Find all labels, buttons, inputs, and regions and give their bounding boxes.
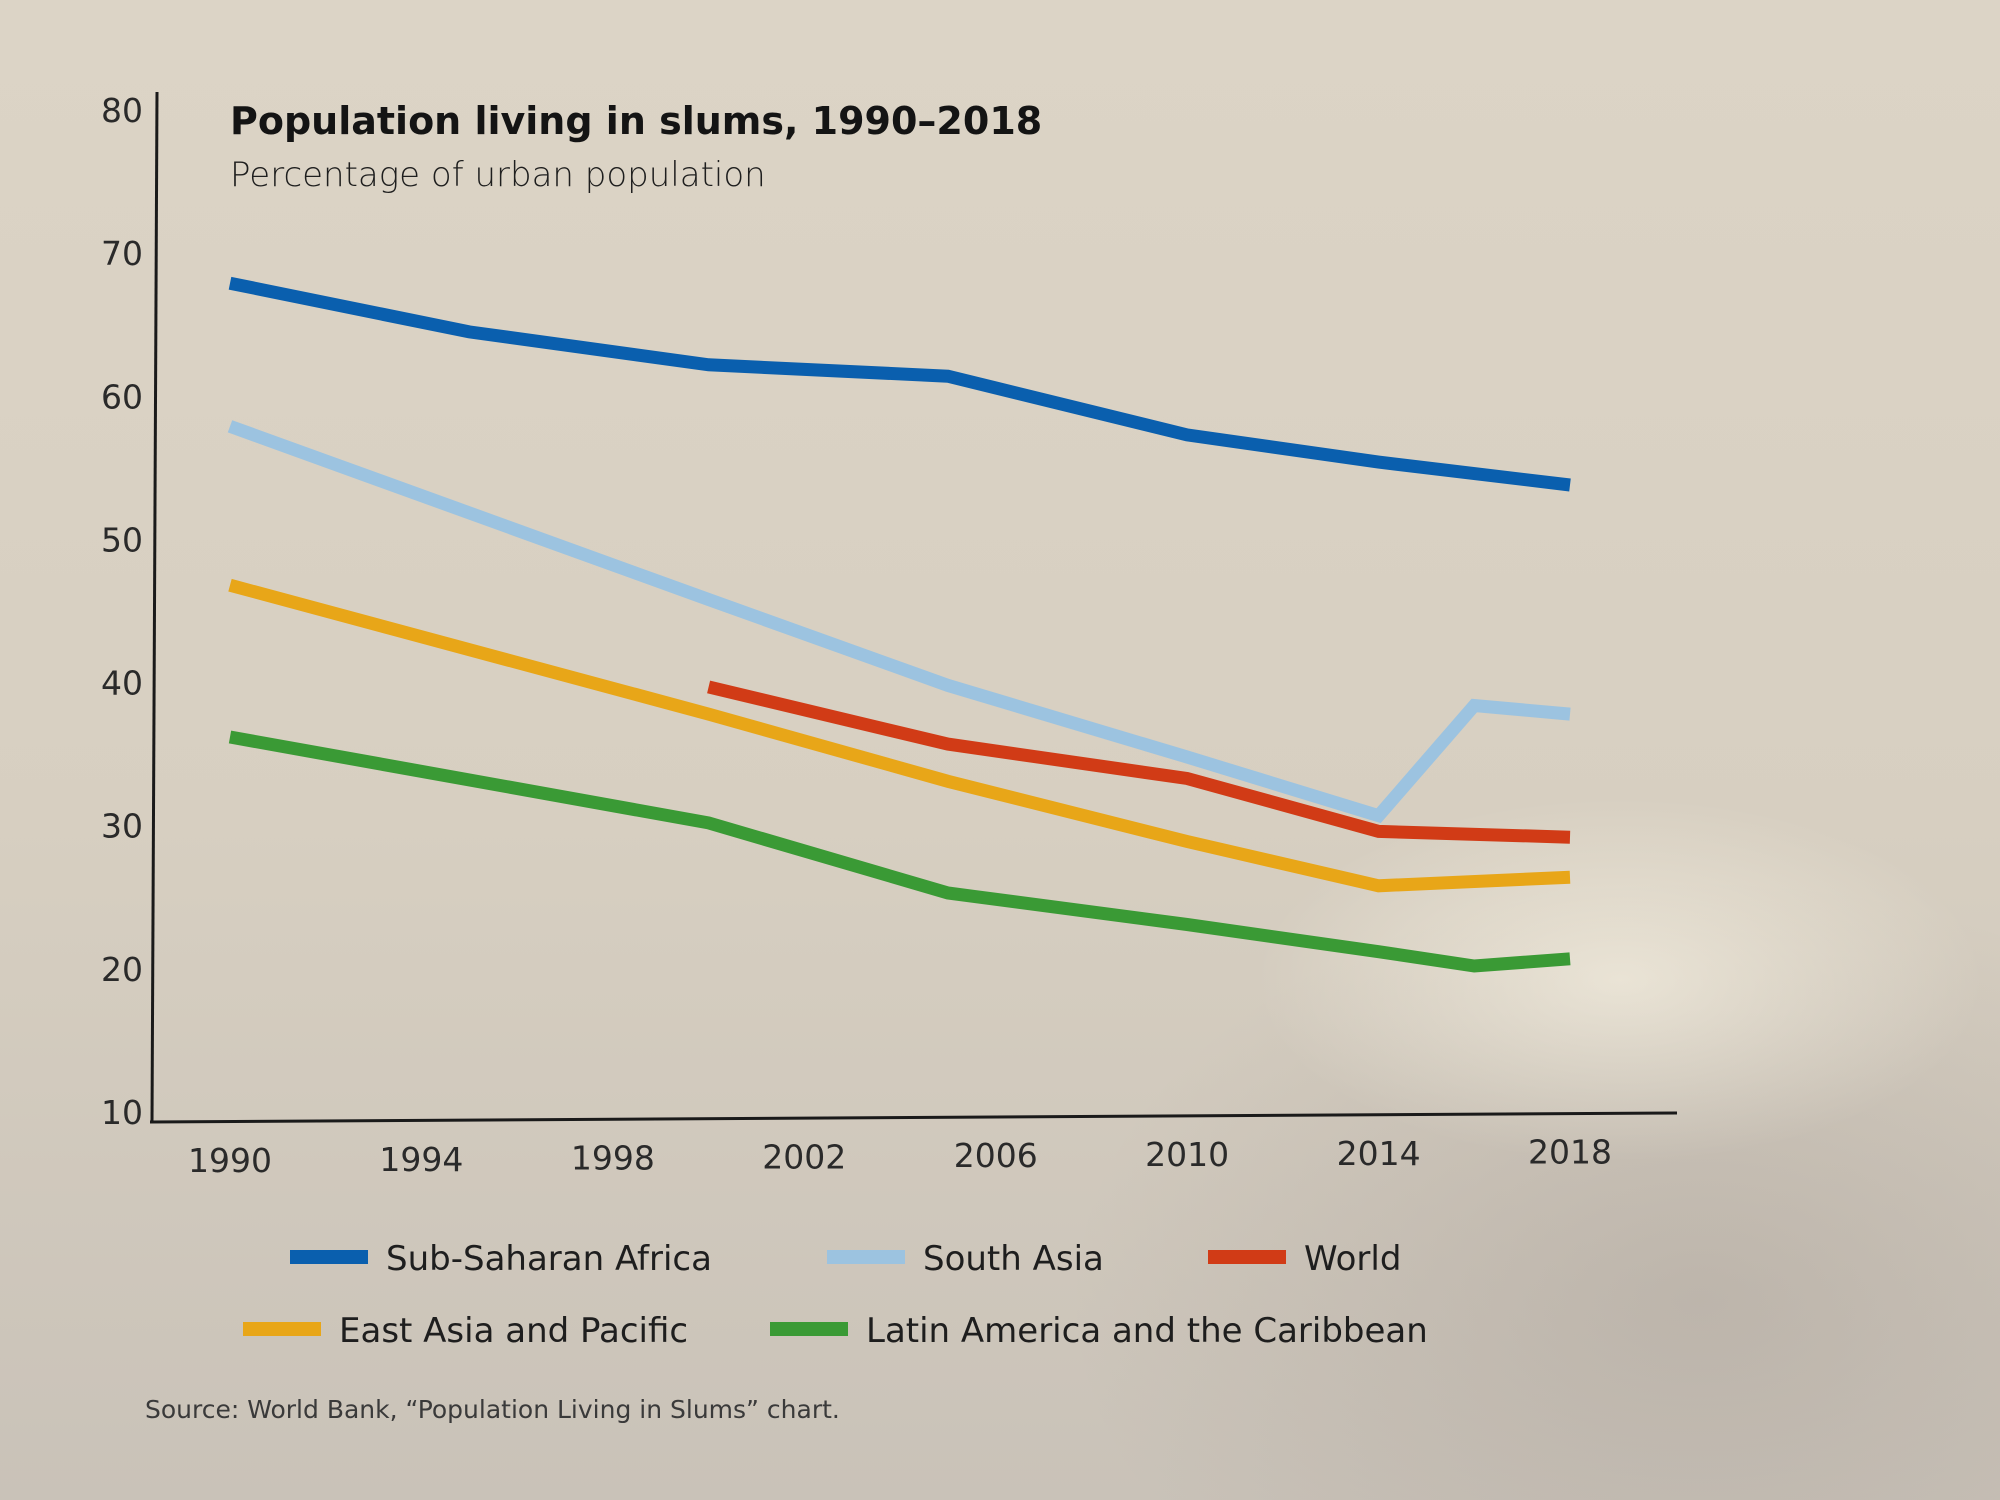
legend: Sub-Saharan Africa South Asia World East As… (243, 1239, 1428, 1351)
x-tick-label: 2002 (762, 1137, 846, 1176)
series-line-east-asia-and-pacific (228, 578, 1571, 893)
legend-item-sub-saharan-africa: Sub-Saharan Africa (290, 1239, 712, 1279)
legend-label: Latin America and the Caribbean (866, 1311, 1428, 1351)
y-tick-label: 60 (101, 377, 143, 416)
y-tick-label: 20 (101, 950, 143, 989)
x-tick-labels: 1990 1994 1998 2002 2006 2010 2014 2018 (188, 1133, 1612, 1180)
legend-item-east-asia-and-pacific: East Asia and Pacific (243, 1311, 688, 1351)
legend-label: East Asia and Pacific (339, 1311, 688, 1351)
x-tick-label: 2018 (1528, 1133, 1612, 1172)
x-tick-label: 1998 (571, 1139, 655, 1178)
x-axis (149, 1111, 1678, 1124)
legend-swatch (243, 1322, 321, 1336)
source-note: Source: World Bank, “Population Living i… (145, 1395, 840, 1424)
chart-title: Population living in slums, 1990–2018 (230, 99, 1042, 143)
legend-item-latin-america-and-the-caribbean: Latin America and the Caribbean (770, 1311, 1428, 1351)
legend-swatch (770, 1322, 848, 1336)
legend-swatch (290, 1250, 368, 1264)
series-line-sub-saharan-africa (228, 276, 1571, 492)
y-tick-label: 10 (101, 1093, 143, 1132)
x-tick-label: 2010 (1145, 1135, 1229, 1174)
y-tick-label: 80 (101, 91, 143, 130)
x-tick-label: 2014 (1337, 1134, 1421, 1173)
y-axis (150, 91, 159, 1123)
legend-item-south-asia: South Asia (827, 1239, 1104, 1279)
y-tick-label: 70 (101, 234, 143, 273)
legend-item-world: World (1208, 1239, 1401, 1279)
y-tick-label: 40 (101, 664, 143, 703)
series-line-world (707, 680, 1571, 844)
y-tick-label: 30 (101, 807, 143, 846)
legend-label: World (1304, 1239, 1401, 1279)
x-tick-label: 1990 (188, 1141, 272, 1180)
chart-subtitle: Percentage of urban population (230, 155, 766, 195)
y-tick-labels: 80 70 60 50 40 30 20 10 (101, 91, 143, 1132)
legend-swatch (1208, 1250, 1286, 1264)
y-tick-label: 50 (101, 520, 143, 559)
x-tick-label: 2006 (954, 1136, 1038, 1175)
legend-swatch (827, 1250, 905, 1264)
series-lines (227, 276, 1571, 973)
x-tick-label: 1994 (379, 1140, 463, 1179)
legend-label: Sub-Saharan Africa (386, 1239, 712, 1279)
series-line-latin-america-and-the-caribbean (228, 730, 1571, 973)
legend-label: South Asia (923, 1239, 1104, 1279)
series-line-south-asia (227, 420, 1571, 824)
